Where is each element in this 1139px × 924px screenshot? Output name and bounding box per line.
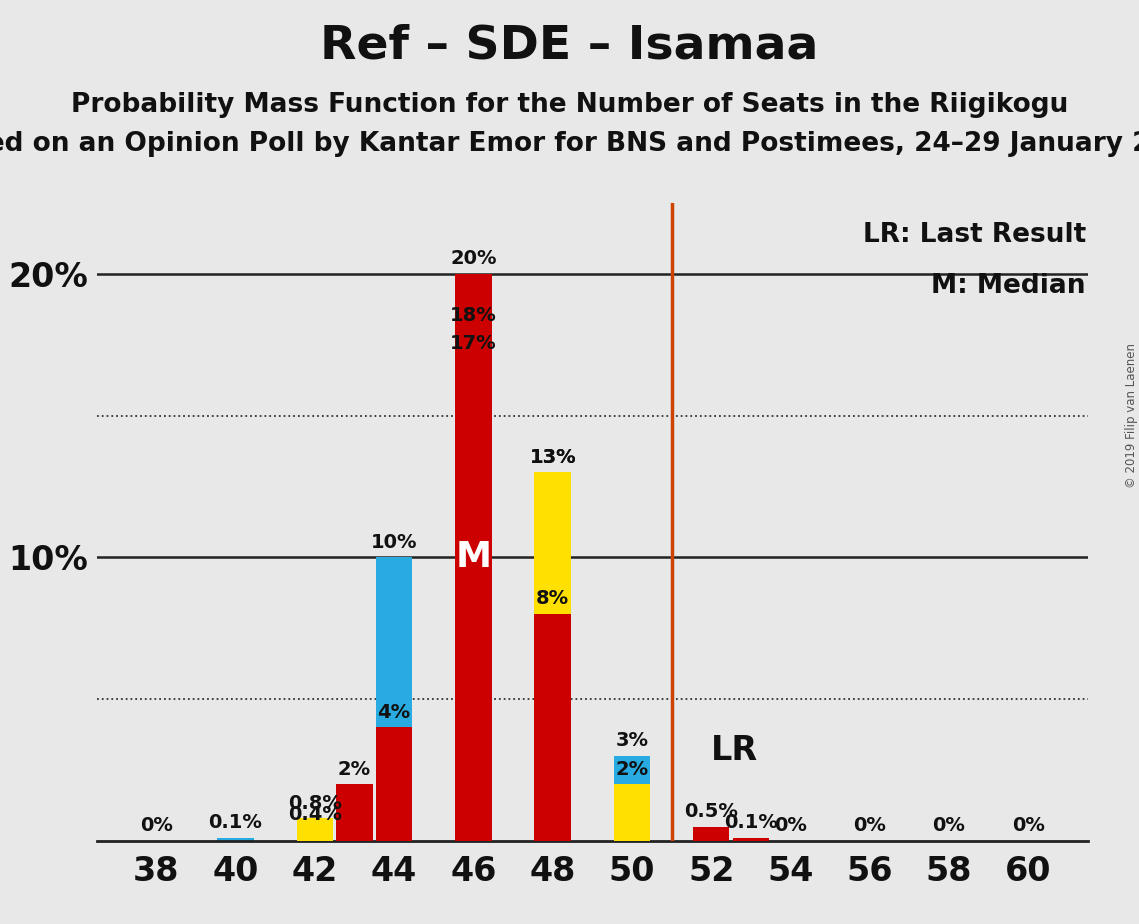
Bar [376,727,412,841]
Text: 0.1%: 0.1% [208,813,262,833]
Text: LR: Last Result: LR: Last Result [862,223,1085,249]
Bar [693,827,729,841]
Text: Ref – SDE – Isamaa: Ref – SDE – Isamaa [320,23,819,68]
Bar [534,614,571,841]
Text: 10%: 10% [371,533,417,552]
Text: 0.4%: 0.4% [288,805,342,824]
Text: 0.8%: 0.8% [288,794,342,812]
Text: 17%: 17% [450,334,497,354]
Bar [376,557,412,841]
Bar [296,818,333,841]
Text: 0%: 0% [140,816,173,835]
Text: 0%: 0% [933,816,966,835]
Text: 0%: 0% [1011,816,1044,835]
Text: 0%: 0% [775,816,806,835]
Text: LR: LR [711,734,759,767]
Text: M: Median: M: Median [932,274,1085,299]
Text: 2%: 2% [338,760,371,779]
Bar [456,331,492,841]
Text: M: M [456,541,491,575]
Text: 4%: 4% [377,703,411,722]
Bar [218,838,254,841]
Text: 13%: 13% [530,448,576,467]
Text: 0.5%: 0.5% [685,802,738,821]
Bar [456,274,492,841]
Text: 8%: 8% [536,590,570,609]
Text: Based on an Opinion Poll by Kantar Emor for BNS and Postimees, 24–29 January 201: Based on an Opinion Poll by Kantar Emor … [0,131,1139,157]
Bar [614,756,650,841]
Text: 3%: 3% [615,731,648,750]
Text: 20%: 20% [450,249,497,269]
Text: 18%: 18% [450,306,497,325]
Bar [534,472,571,841]
Bar [296,830,333,841]
Text: © 2019 Filip van Laenen: © 2019 Filip van Laenen [1124,344,1138,488]
Text: 0.1%: 0.1% [724,813,778,833]
Bar [456,359,492,841]
Bar [534,472,571,841]
Text: 13%: 13% [530,448,576,467]
Text: Probability Mass Function for the Number of Seats in the Riigikogu: Probability Mass Function for the Number… [71,92,1068,118]
Bar [732,838,769,841]
Bar [614,784,650,841]
Text: 0%: 0% [853,816,886,835]
Bar [336,784,372,841]
Text: 2%: 2% [615,760,648,779]
